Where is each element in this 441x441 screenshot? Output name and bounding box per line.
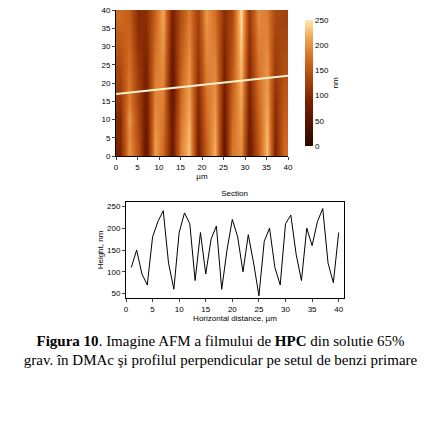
svg-text:15: 15 (176, 163, 185, 172)
html-text:Figura 10. Imagine AFM a filmu: Figura 10. Imagine AFM a filmului de HPC… (23, 333, 418, 368)
svg-text:200: 200 (315, 41, 329, 50)
svg-text:25: 25 (219, 163, 228, 172)
svg-text:150: 150 (315, 66, 329, 75)
svg-text:5: 5 (135, 163, 140, 172)
svg-text:nm: nm (330, 77, 339, 88)
svg-text:250: 250 (315, 16, 329, 25)
svg-text:200: 200 (107, 224, 121, 233)
svg-text:10: 10 (101, 115, 110, 124)
svg-text:0: 0 (105, 152, 110, 161)
svg-text:250: 250 (107, 202, 121, 211)
svg-text:10: 10 (154, 163, 163, 172)
svg-text:15: 15 (101, 97, 110, 106)
svg-text:25: 25 (101, 61, 110, 70)
svg-text:35: 35 (307, 305, 316, 314)
svg-text:µm: µm (196, 172, 208, 181)
svg-text:35: 35 (101, 24, 110, 33)
svg-text:15: 15 (201, 305, 210, 314)
svg-text:40: 40 (334, 305, 343, 314)
svg-text:50: 50 (315, 117, 324, 126)
svg-text:Height, nm: Height, nm (95, 230, 104, 269)
svg-text:30: 30 (281, 305, 290, 314)
svg-text:10: 10 (174, 305, 183, 314)
svg-text:30: 30 (240, 163, 249, 172)
svg-text:35: 35 (262, 163, 271, 172)
svg-text:0: 0 (315, 142, 320, 151)
svg-text:0: 0 (113, 163, 118, 172)
svg-text:20: 20 (197, 163, 206, 172)
svg-text:40: 40 (101, 6, 110, 15)
svg-text:5: 5 (105, 134, 110, 143)
svg-text:Horizontal distance, µm: Horizontal distance, µm (193, 314, 277, 323)
svg-text:Section: Section (221, 189, 248, 198)
svg-text:20: 20 (227, 305, 236, 314)
svg-text:40: 40 (283, 163, 292, 172)
svg-text:20: 20 (101, 79, 110, 88)
svg-text:25: 25 (254, 305, 263, 314)
svg-text:50: 50 (111, 289, 120, 298)
svg-text:30: 30 (101, 42, 110, 51)
svg-text:100: 100 (315, 91, 329, 100)
svg-text:0: 0 (123, 305, 128, 314)
svg-text:5: 5 (150, 305, 155, 314)
svg-text:100: 100 (107, 268, 121, 277)
svg-text:150: 150 (107, 246, 121, 255)
